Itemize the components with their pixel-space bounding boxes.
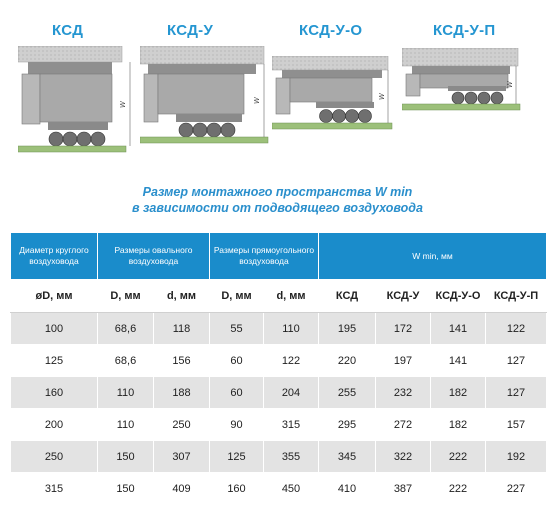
caption-line-1: Размер монтажного пространства W min <box>142 185 413 199</box>
dimension-w-label: W <box>379 92 386 100</box>
table-row: 200 110 250 90 315 295 272 182 157 <box>10 408 547 441</box>
table-cell: 125 <box>10 344 98 377</box>
header-wmin: W min, мм <box>318 232 547 280</box>
subheader-cell: КСД <box>318 279 376 313</box>
table-cell: 110 <box>97 408 154 441</box>
table-cell: 222 <box>430 472 486 505</box>
table-cell: 125 <box>209 440 264 473</box>
diagram-ksd-u: W <box>140 46 270 150</box>
table-cell: 204 <box>263 376 319 409</box>
table-cell: 272 <box>375 408 431 441</box>
diagram-ksd-u-o: W <box>272 56 400 142</box>
subheader-cell: КСД-У-О <box>430 279 486 313</box>
subheader-cell: d, мм <box>153 279 210 313</box>
variant-label-ksd-u-o: КСД-У-О <box>299 22 363 39</box>
variant-label-ksd: КСД <box>52 22 84 39</box>
table-cell: 409 <box>153 472 210 505</box>
table-cell: 250 <box>10 440 98 473</box>
table-cell: 220 <box>318 344 376 377</box>
table-cell: 195 <box>318 312 376 345</box>
table-cell: 250 <box>153 408 210 441</box>
table-row: 315 150 409 160 450 410 387 222 227 <box>10 472 547 505</box>
table-cell: 156 <box>153 344 210 377</box>
table-cell: 315 <box>263 408 319 441</box>
table-cell: 68,6 <box>97 312 154 345</box>
table-cell: 90 <box>209 408 264 441</box>
table-cell: 55 <box>209 312 264 345</box>
table-row: 100 68,6 118 55 110 195 172 141 122 <box>10 312 547 345</box>
table-cell: 122 <box>485 312 547 345</box>
table-row: 125 68,6 156 60 122 220 197 141 127 <box>10 344 547 377</box>
dimension-w-label: W <box>120 100 127 108</box>
table-cell: 182 <box>430 408 486 441</box>
table-cell: 410 <box>318 472 376 505</box>
table-cell: 227 <box>485 472 547 505</box>
table-cell: 197 <box>375 344 431 377</box>
table-cell: 200 <box>10 408 98 441</box>
table-cell: 150 <box>97 472 154 505</box>
wmin-table: Диаметр круглого воздуховода Размеры ова… <box>10 232 547 505</box>
table-cell: 122 <box>263 344 319 377</box>
table-row: 160 110 188 60 204 255 232 182 127 <box>10 376 547 409</box>
table-cell: 450 <box>263 472 319 505</box>
subheader-cell: øD, мм <box>10 279 98 313</box>
table-cell: 307 <box>153 440 210 473</box>
dimension-w-label: W <box>254 96 261 104</box>
diagram-ksd-u-p: W <box>402 48 532 128</box>
table-cell: 110 <box>97 376 154 409</box>
table-cell: 127 <box>485 376 547 409</box>
table-cell: 172 <box>375 312 431 345</box>
table-row: 250 150 307 125 355 345 322 222 192 <box>10 440 547 473</box>
header-rect-duct: Размеры прямоугольного воздуховода <box>209 232 319 280</box>
caption-line-2: в зависимости от подводящего воздуховода <box>132 201 423 215</box>
table-cell: 387 <box>375 472 431 505</box>
dimension-w-label: W <box>507 80 514 88</box>
subheader-cell: D, мм <box>209 279 264 313</box>
table-cell: 68,6 <box>97 344 154 377</box>
table-cell: 160 <box>10 376 98 409</box>
table-cell: 355 <box>263 440 319 473</box>
table-cell: 345 <box>318 440 376 473</box>
table-cell: 150 <box>97 440 154 473</box>
table-cell: 60 <box>209 376 264 409</box>
table-cell: 222 <box>430 440 486 473</box>
header-oval-duct: Размеры овального воздуховода <box>97 232 210 280</box>
table-cell: 157 <box>485 408 547 441</box>
table-cell: 315 <box>10 472 98 505</box>
header-round-duct: Диаметр круглого воздуховода <box>10 232 98 280</box>
table-cell: 255 <box>318 376 376 409</box>
table-cell: 295 <box>318 408 376 441</box>
table-cell: 141 <box>430 312 486 345</box>
table-cell: 232 <box>375 376 431 409</box>
table-cell: 60 <box>209 344 264 377</box>
table-cell: 192 <box>485 440 547 473</box>
subheader-cell: КСД-У <box>375 279 431 313</box>
table-caption: Размер монтажного пространства W min в з… <box>0 184 555 216</box>
table-cell: 110 <box>263 312 319 345</box>
table-cell: 322 <box>375 440 431 473</box>
table-cell: 141 <box>430 344 486 377</box>
table-cell: 182 <box>430 376 486 409</box>
table-cell: 118 <box>153 312 210 345</box>
subheader-cell: D, мм <box>97 279 154 313</box>
subheader-cell: КСД-У-П <box>485 279 547 313</box>
table-cell: 160 <box>209 472 264 505</box>
subheader-cell: d, мм <box>263 279 319 313</box>
table-cell: 188 <box>153 376 210 409</box>
variant-label-ksd-u: КСД-У <box>167 22 214 39</box>
table-cell: 100 <box>10 312 98 345</box>
variant-label-ksd-u-p: КСД-У-П <box>433 22 496 39</box>
diagram-ksd: W <box>18 46 136 154</box>
table-cell: 127 <box>485 344 547 377</box>
